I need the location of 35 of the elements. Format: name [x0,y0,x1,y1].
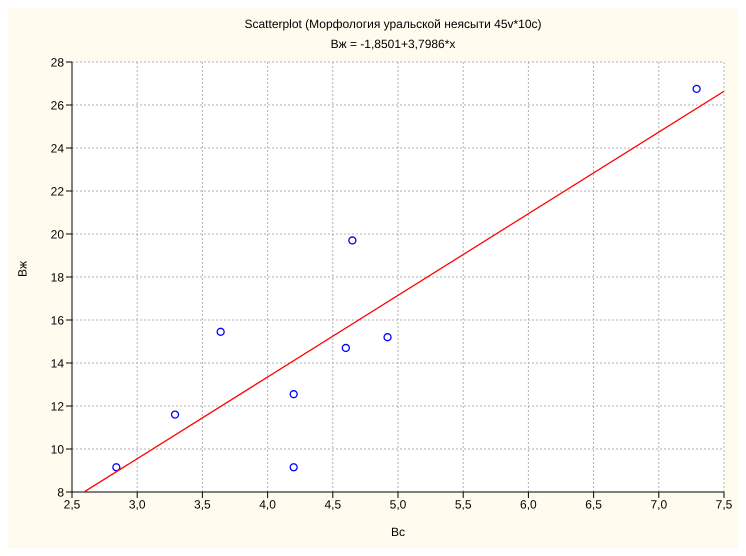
x-tick-label: 7,5 [716,498,733,512]
x-axis-title: Вс [390,525,406,539]
chart-title: Scatterplot (Морфология уральской неясыти 45v*10c) [243,16,543,33]
point [290,463,298,472]
x-tick-label: 6,0 [520,498,538,512]
x-tick-label: 3,0 [128,498,146,512]
y-tick-label: 12 [50,399,64,414]
x-tick-label: 6,5 [585,498,602,512]
y-tick-label: 8 [57,485,64,500]
y-tick-label: 14 [50,356,64,370]
point [170,410,180,419]
y-tick-label: 22 [50,184,64,198]
x-tick-label: 5,0 [390,498,407,512]
x-tick-label: 5,5 [454,498,472,512]
y-tick-label: 28 [50,55,64,70]
x-tick-label: 4,0 [259,498,276,512]
y-tick-label: 26 [50,98,64,112]
y-tick-label: 20 [50,227,64,242]
x-tick-label: 7,0 [650,498,668,512]
chart-subtitle: Вж = -1,8501+3,7986*x [330,36,456,53]
y-tick-label: 24 [50,141,64,156]
point [348,236,357,245]
point [692,84,701,94]
y-axis-title: Вж [15,260,30,277]
x-tick-label: 4,5 [324,498,342,512]
point [290,390,298,398]
point [112,463,120,472]
point [383,333,392,342]
point [216,328,225,336]
y-tick-label: 16 [50,313,64,328]
x-tick-label: 2,5 [64,498,81,512]
point [342,344,350,352]
y-tick-label: 18 [50,270,64,284]
x-tick-label: 3,5 [194,498,212,512]
y-tick-label: 10 [50,442,64,456]
